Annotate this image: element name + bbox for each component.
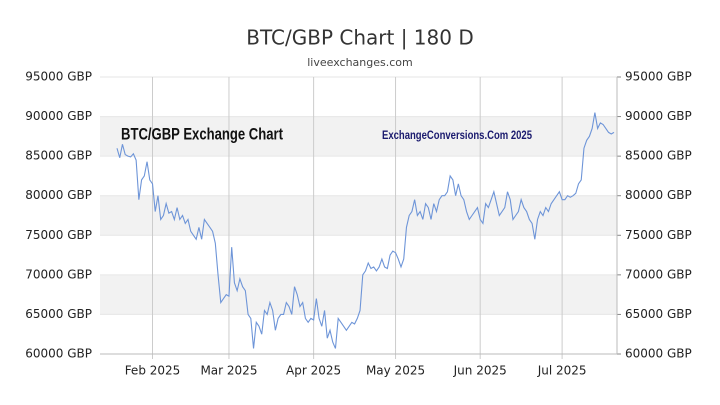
- y-tick-label: 70000 GBP: [25, 267, 92, 281]
- x-tick-label: Apr 2025: [286, 364, 341, 378]
- y-tick-label: 85000 GBP: [25, 149, 92, 163]
- y2-tick-label: 90000 GBP: [625, 109, 692, 123]
- y2-tick-label: 85000 GBP: [625, 149, 692, 163]
- series-line: [116, 112, 615, 349]
- annotation: BTC/GBP Exchange Chart: [121, 124, 283, 143]
- y-tick-label: 60000 GBP: [25, 347, 92, 361]
- chart-subtitle: liveexchanges.com: [307, 56, 412, 69]
- band: [100, 195, 617, 236]
- y2-tick-label: 75000 GBP: [625, 228, 692, 242]
- y2-tick-label: 80000 GBP: [625, 188, 692, 202]
- y-tick-label: 80000 GBP: [25, 188, 92, 202]
- x-tick-label: May 2025: [366, 364, 425, 378]
- chart-title: BTC/GBP Chart | 180 D: [246, 26, 473, 50]
- x-tick-label: Jul 2025: [537, 364, 587, 378]
- y2-tick-label: 70000 GBP: [625, 267, 692, 281]
- y-tick-label: 75000 GBP: [25, 228, 92, 242]
- grid: [100, 76, 617, 359]
- y2-tick-label: 95000 GBP: [625, 70, 692, 84]
- y-tick-label: 95000 GBP: [25, 70, 92, 84]
- y-tick-label: 90000 GBP: [25, 109, 92, 123]
- y-tick-label: 65000 GBP: [25, 307, 92, 321]
- y2-tick-label: 60000 GBP: [625, 347, 692, 361]
- bands: [100, 116, 617, 315]
- x-tick-label: Mar 2025: [200, 364, 257, 378]
- y2-tick-label: 65000 GBP: [625, 307, 692, 321]
- x-tick-label: Jun 2025: [453, 364, 507, 378]
- annotation: ExchangeConversions.Com 2025: [382, 128, 532, 142]
- x-tick-label: Feb 2025: [125, 364, 181, 378]
- band: [100, 116, 617, 157]
- band: [100, 274, 617, 315]
